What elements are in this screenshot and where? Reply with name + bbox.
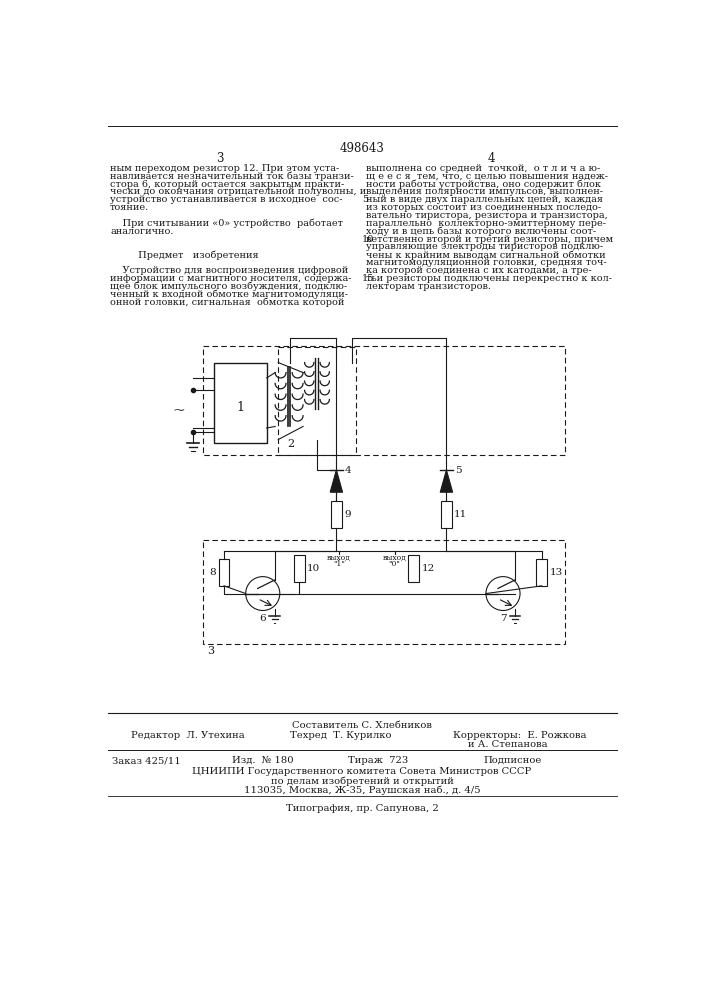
Text: 113035, Москва, Ж-35, Раушская наб., д. 4/5: 113035, Москва, Ж-35, Раушская наб., д. …	[244, 785, 480, 795]
Text: тьи резисторы подключены перекрестно к кол-: тьи резисторы подключены перекрестно к к…	[366, 274, 612, 283]
Text: Устройство для воспроизведения цифровой: Устройство для воспроизведения цифровой	[110, 266, 349, 275]
Text: выделения полярности импульсов, выполнен-: выделения полярности импульсов, выполнен…	[366, 187, 603, 196]
Text: "1": "1"	[333, 560, 344, 568]
Text: Предмет   изобретения: Предмет изобретения	[110, 250, 259, 260]
Text: 4: 4	[488, 152, 495, 165]
Text: ветственно второй и третий резисторы, причем: ветственно второй и третий резисторы, пр…	[366, 235, 613, 244]
Text: 2: 2	[288, 439, 295, 449]
Text: 5: 5	[362, 195, 368, 204]
Bar	[279, 347, 356, 455]
Text: Корректоры:  Е. Рожкова: Корректоры: Е. Рожкова	[452, 731, 586, 740]
Bar	[537, 559, 547, 586]
Text: устройство устанавливается в исходное  сос-: устройство устанавливается в исходное со…	[110, 195, 343, 204]
Text: Техред  Т. Курилко: Техред Т. Курилко	[290, 731, 392, 740]
Text: выполнена со средней  точкой,  о т л и ч а ю-: выполнена со средней точкой, о т л и ч а…	[366, 164, 600, 173]
Text: онной головки, сигнальная  обмотка которой: онной головки, сигнальная обмотка которо…	[110, 297, 344, 307]
Text: 6: 6	[259, 614, 266, 623]
Text: параллельно  коллекторно-эмиттерному пере-: параллельно коллекторно-эмиттерному пере…	[366, 219, 606, 228]
Text: 3: 3	[207, 646, 214, 656]
Text: Изд.  № 180: Изд. № 180	[232, 756, 293, 765]
Text: ным переходом резистор 12. При этом уста-: ным переходом резистор 12. При этом уста…	[110, 164, 339, 173]
Text: 498643: 498643	[339, 142, 385, 155]
Text: информации с магнитного носителя, содержа-: информации с магнитного носителя, содерж…	[110, 274, 351, 283]
Text: щ е е с я  тем, что, с целью повышения надеж-: щ е е с я тем, что, с целью повышения на…	[366, 172, 608, 181]
Text: 15: 15	[362, 274, 374, 283]
Text: навливается незначительный ток базы транзи-: навливается незначительный ток базы тран…	[110, 172, 354, 181]
Text: ка которой соединена с их катодами, а тре-: ка которой соединена с их катодами, а тр…	[366, 266, 592, 275]
Text: 13: 13	[549, 568, 563, 577]
Text: 11: 11	[454, 510, 467, 519]
Bar	[203, 540, 565, 644]
Text: 12: 12	[421, 564, 435, 573]
Text: При считывании «0» устройство  работает: При считывании «0» устройство работает	[110, 219, 343, 228]
Bar	[214, 363, 267, 443]
Text: и А. Степанова: и А. Степанова	[468, 740, 548, 749]
Text: 7: 7	[500, 614, 506, 623]
Text: из которых состоит из соединенных последо-: из которых состоит из соединенных послед…	[366, 203, 601, 212]
Text: выход: выход	[327, 554, 351, 562]
Text: 4: 4	[345, 466, 351, 475]
Text: чески до окончания отрицательной полуволны, и: чески до окончания отрицательной полувол…	[110, 187, 366, 196]
Text: магнитомодуляционной головки, средняя точ-: магнитомодуляционной головки, средняя то…	[366, 258, 607, 267]
Text: щее блок импульсного возбуждения, подклю-: щее блок импульсного возбуждения, подклю…	[110, 282, 347, 291]
Bar	[409, 555, 419, 582]
Text: выход: выход	[382, 554, 407, 562]
Text: лекторам транзисторов.: лекторам транзисторов.	[366, 282, 491, 291]
Bar	[203, 346, 565, 455]
Bar	[441, 501, 452, 528]
Text: чены к крайним выводам сигнальной обмотки: чены к крайним выводам сигнальной обмотк…	[366, 250, 605, 260]
Text: аналогично.: аналогично.	[110, 227, 174, 236]
Text: тояние.: тояние.	[110, 203, 149, 212]
Text: ченный к входной обмотке магнитомодуляци-: ченный к входной обмотке магнитомодуляци…	[110, 290, 348, 299]
Text: 3: 3	[216, 152, 224, 165]
Text: по делам изобретений и открытий: по делам изобретений и открытий	[271, 776, 453, 786]
Bar	[331, 501, 341, 528]
Text: ходу и в цепь базы которого включены соот-: ходу и в цепь базы которого включены соо…	[366, 227, 596, 236]
Text: управляющие электроды тиристоров подклю-: управляющие электроды тиристоров подклю-	[366, 242, 603, 251]
Polygon shape	[440, 470, 452, 492]
Text: 8: 8	[209, 568, 216, 577]
Polygon shape	[330, 470, 343, 492]
Text: ности работы устройства, оно содержит блок: ности работы устройства, оно содержит бл…	[366, 180, 601, 189]
Text: 5: 5	[455, 466, 462, 475]
Text: Подписное: Подписное	[484, 756, 542, 765]
Text: 1: 1	[236, 401, 245, 414]
Text: Редактор  Л. Утехина: Редактор Л. Утехина	[131, 731, 245, 740]
Text: вательно тиристора, резистора и транзистора,: вательно тиристора, резистора и транзист…	[366, 211, 607, 220]
Text: ~: ~	[173, 404, 185, 418]
Bar	[218, 559, 230, 586]
Text: Заказ 425/11: Заказ 425/11	[112, 756, 180, 765]
Text: 10: 10	[362, 235, 374, 244]
Text: стора 6, который остается закрытым практи-: стора 6, который остается закрытым практ…	[110, 180, 344, 189]
Text: ЦНИИПИ Государственного комитета Совета Министров СССР: ЦНИИПИ Государственного комитета Совета …	[192, 767, 532, 776]
Text: 10: 10	[307, 564, 320, 573]
Text: "0": "0"	[389, 560, 400, 568]
Text: Составитель С. Хлебников: Составитель С. Хлебников	[292, 721, 432, 730]
Text: 9: 9	[344, 510, 351, 519]
Text: ный в виде двух параллельных цепей, каждая: ный в виде двух параллельных цепей, кажд…	[366, 195, 603, 204]
Text: Типография, пр. Сапунова, 2: Типография, пр. Сапунова, 2	[286, 804, 438, 813]
Text: Тираж  723: Тираж 723	[348, 756, 408, 765]
Bar	[293, 555, 305, 582]
